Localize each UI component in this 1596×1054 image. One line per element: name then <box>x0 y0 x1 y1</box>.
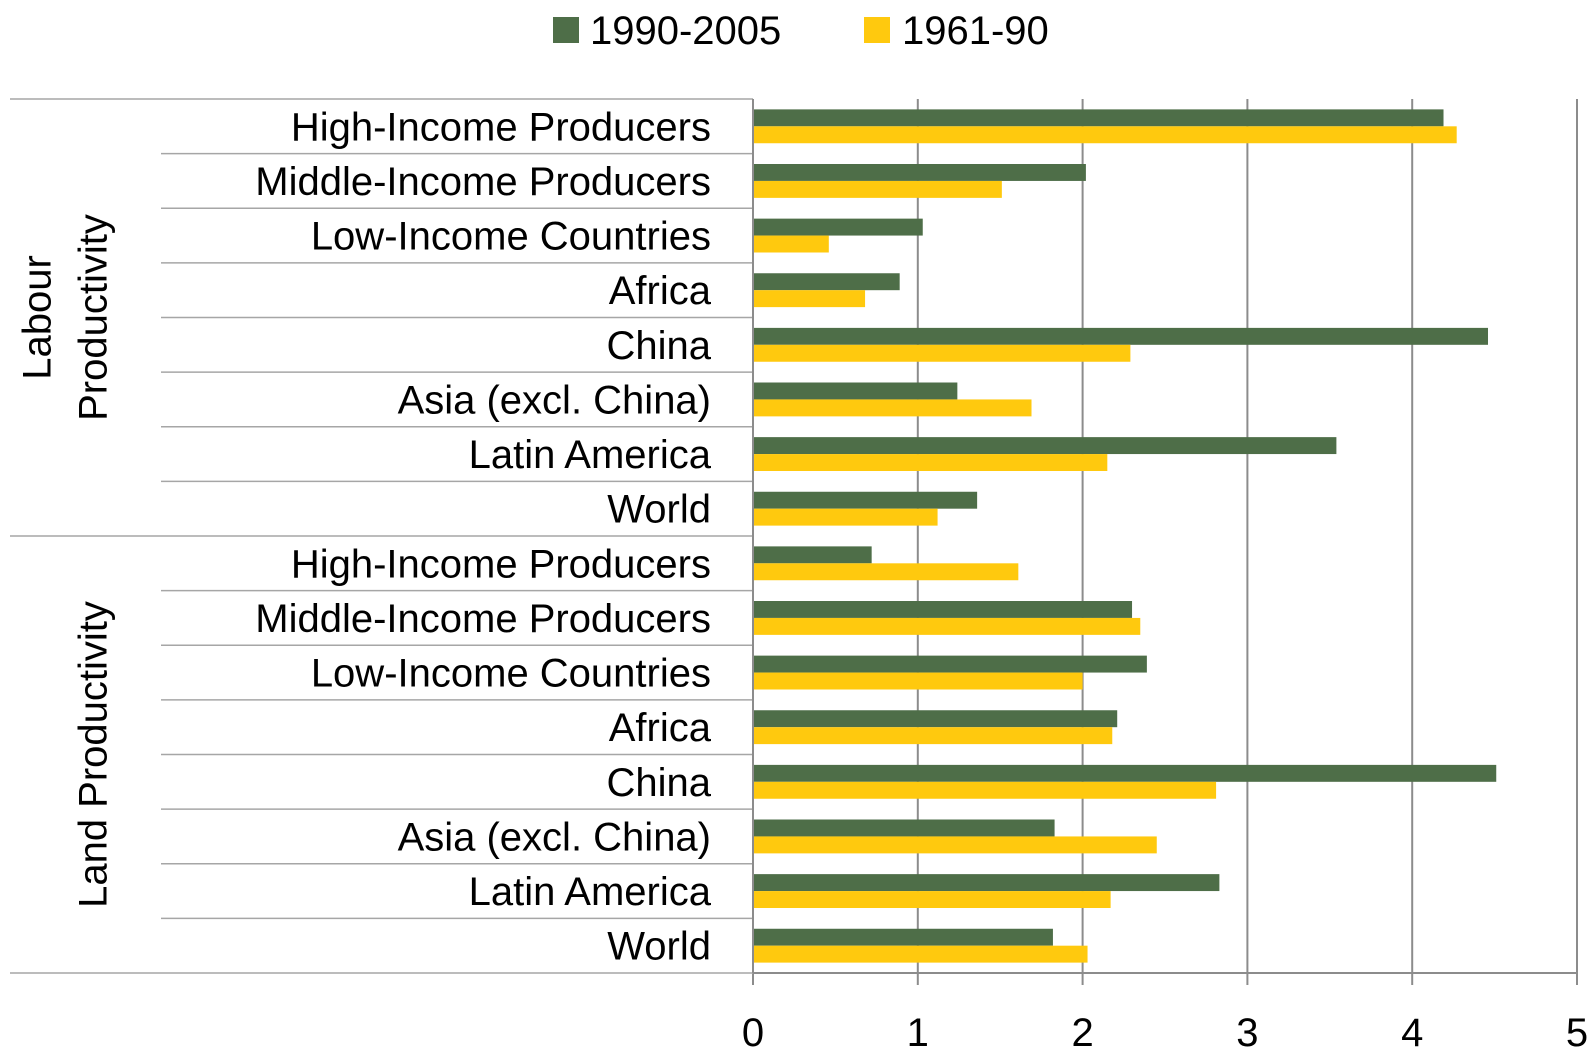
group-label: Productivity <box>72 214 116 421</box>
bar-1990-2005 <box>753 819 1055 837</box>
bar-1990-2005 <box>753 218 923 236</box>
category-label: China <box>606 324 711 368</box>
category-label: Latin America <box>469 433 712 477</box>
category-label: Middle-Income Producers <box>255 597 711 641</box>
category-label: Africa <box>609 706 712 750</box>
bar-1990-2005 <box>753 764 1497 782</box>
category-label: Asia (excl. China) <box>398 815 711 859</box>
bar-1990-2005 <box>753 437 1337 455</box>
bar-1990-2005 <box>753 327 1489 345</box>
bar-1990-2005 <box>753 601 1133 618</box>
category-label: Low-Income Countries <box>311 215 711 259</box>
bar-1961-90 <box>753 727 1113 745</box>
bar-1961-90 <box>753 508 938 526</box>
bar-1990-2005 <box>753 491 978 509</box>
category-label: Middle-Income Producers <box>255 160 711 204</box>
category-label: Low-Income Countries <box>311 652 711 696</box>
bar-1990-2005 <box>753 109 1444 127</box>
x-tick-label: 3 <box>1236 1011 1258 1049</box>
group-label: Land Productivity <box>72 601 116 908</box>
category-label: China <box>606 761 711 805</box>
bar-1961-90 <box>753 836 1157 854</box>
bar-1961-90 <box>753 781 1217 799</box>
category-label: Asia (excl. China) <box>398 378 711 422</box>
bar-1990-2005 <box>753 655 1147 673</box>
legend-label: 1961-90 <box>902 9 1049 53</box>
x-tick-label: 2 <box>1071 1011 1093 1049</box>
x-tick-label: 0 <box>742 1011 764 1049</box>
bar-1990-2005 <box>753 164 1086 181</box>
bar-1990-2005 <box>753 710 1118 728</box>
bar-1961-90 <box>753 126 1457 144</box>
bar-1961-90 <box>753 344 1131 362</box>
bar-1961-90 <box>753 290 866 308</box>
legend-swatch <box>864 17 890 43</box>
legend-label: 1990-2005 <box>590 9 781 53</box>
x-tick-label: 1 <box>907 1011 929 1049</box>
bar-1961-90 <box>753 945 1088 963</box>
bar-1961-90 <box>753 617 1141 635</box>
bar-1961-90 <box>753 235 829 253</box>
bar-1990-2005 <box>753 273 900 291</box>
bar-1961-90 <box>753 891 1111 908</box>
category-label: Africa <box>609 269 712 313</box>
category-label: High-Income Producers <box>291 542 711 586</box>
bar-1961-90 <box>753 399 1032 417</box>
x-tick-label: 5 <box>1566 1011 1588 1049</box>
category-label: High-Income Producers <box>291 105 711 149</box>
bar-1990-2005 <box>753 874 1220 892</box>
bar-1961-90 <box>753 180 1002 198</box>
category-label: Latin America <box>469 870 712 914</box>
x-tick-label: 4 <box>1401 1011 1423 1049</box>
legend-swatch <box>553 17 579 43</box>
bar-1961-90 <box>753 454 1108 471</box>
group-label: Labour <box>16 255 60 380</box>
bar-1961-90 <box>753 563 1019 581</box>
bar-1961-90 <box>753 672 1083 690</box>
category-label: World <box>607 488 711 532</box>
bar-1990-2005 <box>753 928 1053 946</box>
bar-1990-2005 <box>753 546 872 564</box>
category-label: World <box>607 925 711 969</box>
bar-1990-2005 <box>753 382 958 400</box>
